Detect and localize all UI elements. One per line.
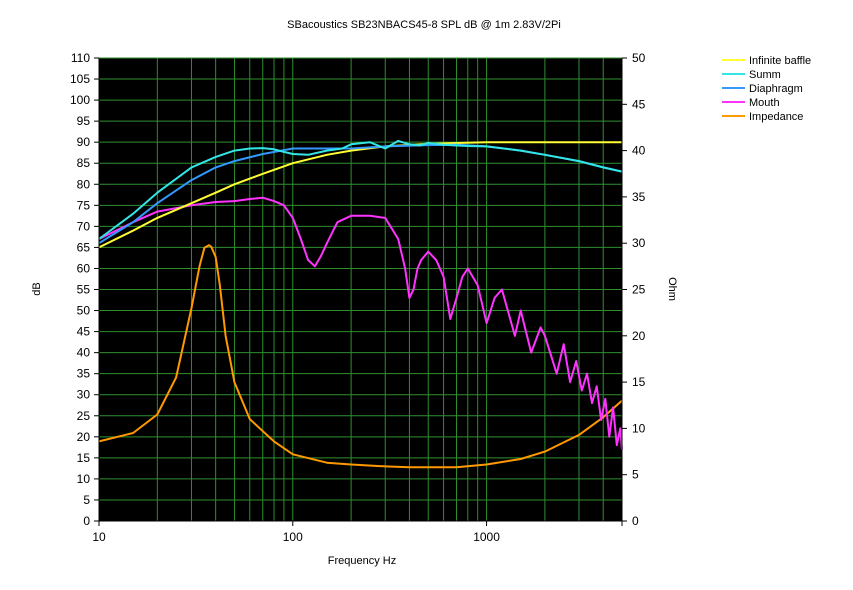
y-tick-label: 10 [77,472,91,486]
y-tick-label: 0 [83,514,90,528]
y2-tick-label: 45 [632,97,646,111]
y-tick-label: 15 [77,451,91,465]
legend-entry: Infinite baffle [749,55,811,67]
y-tick-label: 105 [70,72,90,86]
y-tick-label: 95 [77,114,91,128]
y-axis-title: dB [31,282,43,295]
series-line-summ [98,139,623,240]
y2-tick-label: 25 [632,283,646,297]
y-tick-label: 35 [77,367,91,381]
grid [98,57,623,522]
y-tick-label: 20 [77,430,91,444]
y-tick-label: 80 [77,177,91,191]
y-tick-label: 5 [83,493,90,507]
y-tick-label: 30 [77,388,91,402]
y2-tick-label: 15 [632,375,646,389]
y2-tick-label: 40 [632,144,646,158]
x-tick-label: 100 [283,530,303,544]
y2-tick-label: 30 [632,236,646,250]
y-tick-label: 50 [77,304,91,318]
y-tick-label: 85 [77,156,91,170]
series-line-impedance [98,244,623,469]
y-tick-label: 70 [77,219,91,233]
y2-tick-label: 5 [632,468,639,482]
y-tick-label: 60 [77,261,91,275]
legend-entry: Mouth [749,97,780,109]
series-line-infinite-baffle [98,141,622,249]
x-tick-label: 10 [92,530,106,544]
y2-tick-label: 0 [632,514,639,528]
y2-tick-label: 20 [632,329,646,343]
x-tick-label: 1000 [473,530,500,544]
legend: Infinite baffle Summ Diaphragm Mouth Impedan… [722,55,811,123]
legend-entry: Diaphragm [749,83,803,95]
chart-title: SBacoustics SB23NBACS45-8 SPL dB @ 1m 2.… [287,19,561,31]
y2-tick-label: 50 [632,51,646,65]
y-tick-label: 100 [70,93,90,107]
y-tick-label: 90 [77,135,91,149]
x-axis-title: Frequency Hz [328,555,396,567]
y2-tick-label: 35 [632,190,646,204]
y-tick-label: 25 [77,409,91,423]
legend-entry: Summ [749,69,781,81]
y-tick-label: 75 [77,198,91,212]
y-tick-label: 40 [77,346,91,360]
series-line-mouth [98,196,623,450]
legend-entry: Impedance [749,111,803,123]
y2-axis-title: Ohm [666,277,678,301]
axes: 0510152025303540455055606570758085909510… [70,51,646,544]
y-tick-label: 55 [77,283,91,297]
series-group [98,139,623,469]
y-tick-label: 65 [77,240,91,254]
y2-tick-label: 10 [632,421,646,435]
y-tick-label: 45 [77,325,91,339]
y-tick-label: 110 [71,51,90,65]
